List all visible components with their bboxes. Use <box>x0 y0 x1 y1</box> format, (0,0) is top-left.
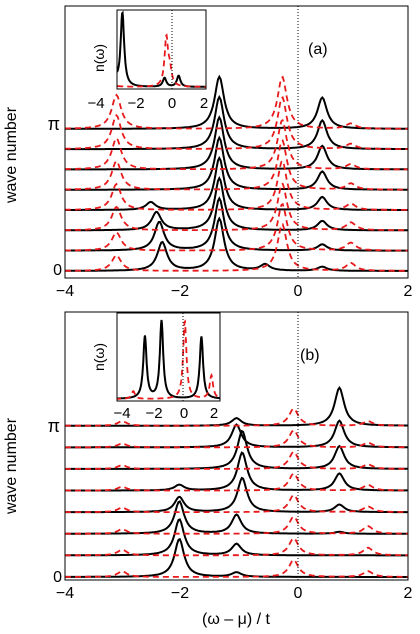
panel-b-red-curve-4 <box>65 472 408 492</box>
panel-b-ytick-0: 0 <box>53 569 62 586</box>
panel-a-red-curve-4 <box>65 139 408 191</box>
panel-a-red-curve-5 <box>65 118 408 171</box>
panel-b-black-curve-4 <box>65 451 408 492</box>
panel-a-inset-curves <box>117 10 206 88</box>
panel-a-red-curve-1 <box>65 202 408 252</box>
panel-b-inset-xtick-0: 0 <box>180 405 188 422</box>
y-axis-label-b: wave number <box>3 417 20 515</box>
panel-b-black-curve-7 <box>65 386 408 427</box>
panel-b-inset-black-curve <box>117 319 220 400</box>
panel-b-inset-xtick-m4: −4 <box>113 405 130 422</box>
panel-b-red-curve-7 <box>65 407 408 427</box>
panel-b-inset: n(ω) −4 −2 0 2 <box>91 312 221 422</box>
panel-b-label: (b) <box>300 347 320 364</box>
panel-a-frame <box>64 5 409 279</box>
panel-b-black-curve-1 <box>65 518 408 557</box>
panel-a-red-curve-7 <box>65 75 408 130</box>
panel-b-red-curve-3 <box>65 494 408 513</box>
panel-a-black-curve-6 <box>65 94 408 151</box>
panel-b-inset-curves <box>117 319 220 400</box>
panel-b-xtick-m4: −4 <box>56 585 74 602</box>
panel-a-black-curve-3 <box>65 155 408 211</box>
y-axis-label: wave number <box>3 106 20 204</box>
panel-b-inset-bg <box>117 313 220 401</box>
panel-b-red-curve-2 <box>65 515 408 535</box>
panel-b-curves <box>65 386 408 578</box>
panel-b-inset-xtick-2: 2 <box>210 405 218 422</box>
panel-a-black-curve-5 <box>65 115 408 171</box>
panel-a-black-curve-1 <box>65 196 408 252</box>
panel-b-inset-xtick-m2: −2 <box>145 405 162 422</box>
panel-a-curves <box>65 74 408 272</box>
panel-b-black-curve-0 <box>65 537 408 578</box>
panel-b-red-curve-5 <box>65 451 408 470</box>
panel-a-red-curve-0 <box>65 223 408 272</box>
panel-a-black-curve-7 <box>65 74 408 130</box>
panel-b-red-curve-1 <box>65 537 408 557</box>
panel-a-inset-xtick-0: 0 <box>168 95 176 112</box>
panel-a-ytick-0: 0 <box>53 262 62 279</box>
panel-b: (b) 0 π −4 −2 0 2 (ω – μ) / t n(ω) −4 −2… <box>48 311 413 628</box>
panel-b-xtick-m2: −2 <box>171 585 189 602</box>
panel-b-frame <box>64 311 409 581</box>
x-axis-label: (ω – μ) / t <box>202 611 270 628</box>
panel-a-inset-xtick-2: 2 <box>200 95 208 112</box>
panel-b-ytick-pi: π <box>48 416 60 436</box>
panel-a-inset: n(ω) −4 −2 0 2 <box>87 9 208 112</box>
panel-a-inset-frame <box>116 9 207 90</box>
panel-a-xtick-0: 0 <box>294 283 303 300</box>
panel-a-black-curve-2 <box>65 175 408 232</box>
panel-b-xtick-0: 0 <box>294 585 303 602</box>
panel-a-inset-red-curve <box>117 33 206 88</box>
panel-b-inset-red-curve <box>117 319 220 400</box>
panel-a-xtick-m2: −2 <box>171 283 189 300</box>
panel-a-red-curve-6 <box>65 95 408 150</box>
panel-a: (a) 0 π −4 −2 0 2 n(ω) −4 −2 0 2 <box>48 5 413 300</box>
panel-b-red-curve-6 <box>65 429 408 449</box>
panel-a-inset-xtick-m4: −4 <box>87 95 104 112</box>
panel-a-inset-bg <box>117 10 206 89</box>
panel-a-inset-xtick-m2: −2 <box>127 95 144 112</box>
panel-a-xtick-2: 2 <box>404 283 413 300</box>
panel-b-black-curve-6 <box>65 419 408 449</box>
panel-a-red-curve-2 <box>65 182 408 232</box>
panel-a-black-curve-0 <box>65 216 408 272</box>
panel-a-label: (a) <box>308 41 328 58</box>
panel-a-xtick-m4: −4 <box>56 283 74 300</box>
panel-b-inset-ylabel: n(ω) <box>91 343 107 371</box>
panel-b-xtick-2: 2 <box>404 585 413 602</box>
panel-a-ytick-pi: π <box>48 114 60 134</box>
panel-a-inset-ylabel: n(ω) <box>91 44 107 72</box>
panel-b-inset-frame <box>116 312 221 402</box>
panel-a-black-curve-4 <box>65 135 408 191</box>
panel-b-red-curve-0 <box>65 559 408 578</box>
panel-b-black-curve-3 <box>65 476 408 514</box>
panel-b-black-curve-2 <box>65 500 408 535</box>
panel-b-black-curve-5 <box>65 429 408 470</box>
